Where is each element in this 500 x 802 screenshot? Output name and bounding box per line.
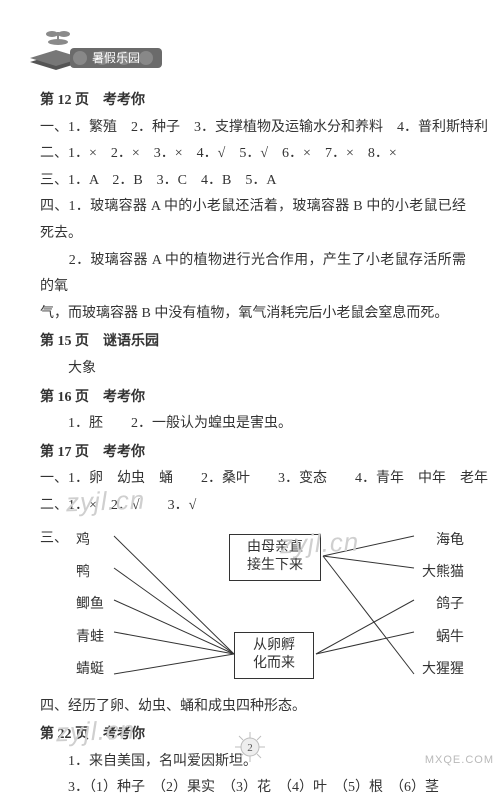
section-16-title: 第 16 页 考考你	[40, 385, 466, 412]
diagram-right-item: 海龟	[422, 528, 464, 555]
diagram-box-top: 由母亲直接生下来	[229, 534, 321, 582]
s17-line1: 一、1．卵 幼虫 蛹 2．桑叶 3．变态 4．青年 中年 老年	[40, 466, 466, 493]
corner-watermark: MXQE.COM	[425, 754, 494, 766]
s16-line1: 1．胚 2．一般认为蝗虫是害虫。	[40, 411, 466, 438]
page-content: 第 12 页 考考你 一、1．繁殖 2．种子 3．支撑植物及运输水分和养料 4．…	[0, 0, 500, 802]
s15-answer: 大象	[40, 356, 466, 383]
diagram-left-item: 蜻蜓	[76, 657, 104, 684]
s12-line3: 三、1．A 2．B 3．C 4．B 5．A	[40, 168, 466, 195]
ribbon-text: 暑假乐园	[92, 51, 140, 65]
diagram-right-item: 大熊猫	[422, 560, 464, 587]
ribbon-title: 暑假乐园	[70, 48, 162, 68]
section-15-title: 第 15 页 谜语乐园	[40, 329, 466, 356]
plant-icon	[46, 31, 70, 45]
s17-four: 四、经历了卵、幼虫、蛹和成虫四种形态。	[40, 694, 466, 721]
diagram-left-item: 鸡	[76, 528, 104, 555]
diagram-right-item: 大猩猩	[422, 657, 464, 684]
page-number: 2	[247, 742, 253, 754]
diagram-right-item: 蜗牛	[422, 625, 464, 652]
s12-line2: 二、1．× 2．× 3．× 4．√ 5．√ 6．× 7．× 8．×	[40, 141, 466, 168]
diagram-box-bottom: 从卵孵化而来	[234, 632, 314, 680]
diagram-left-item: 青蛙	[76, 625, 104, 652]
diagram-right-item: 鸽子	[422, 592, 464, 619]
s17-three-label: 三、	[40, 520, 68, 553]
s12-line5b: 气，而玻璃容器 B 中没有植物，氧气消耗完后小老鼠会窒息而死。	[40, 301, 466, 328]
s22-line2: 3．（1）种子 （2）果实 （3）花 （4）叶 （5）根 （6）茎	[40, 775, 466, 802]
section-12-title: 第 12 页 考考你	[40, 88, 466, 115]
section-17-title: 第 17 页 考考你	[40, 440, 466, 467]
matching-diagram: 鸡鸭鲫鱼青蛙蜻蜓 海龟大熊猫鸽子蜗牛大猩猩 由母亲直接生下来 从卵孵化而来	[74, 522, 466, 692]
diagram-left-item: 鲫鱼	[76, 592, 104, 619]
s12-line5a: 2．玻璃容器 A 中的植物进行光合作用，产生了小老鼠存活所需的氧	[40, 248, 466, 301]
s12-line4: 四、1．玻璃容器 A 中的小老鼠还活着，玻璃容器 B 中的小老鼠已经死去。	[40, 194, 466, 247]
diagram-left-item: 鸭	[76, 560, 104, 587]
header-decoration: 暑假乐园	[26, 18, 166, 70]
s12-line1: 一、1．繁殖 2．种子 3．支撑植物及运输水分和养料 4．普利斯特利	[40, 115, 466, 142]
s17-line2: 二、1．× 2．√ 3．√	[40, 493, 466, 520]
page-number-badge: 2	[235, 732, 265, 762]
